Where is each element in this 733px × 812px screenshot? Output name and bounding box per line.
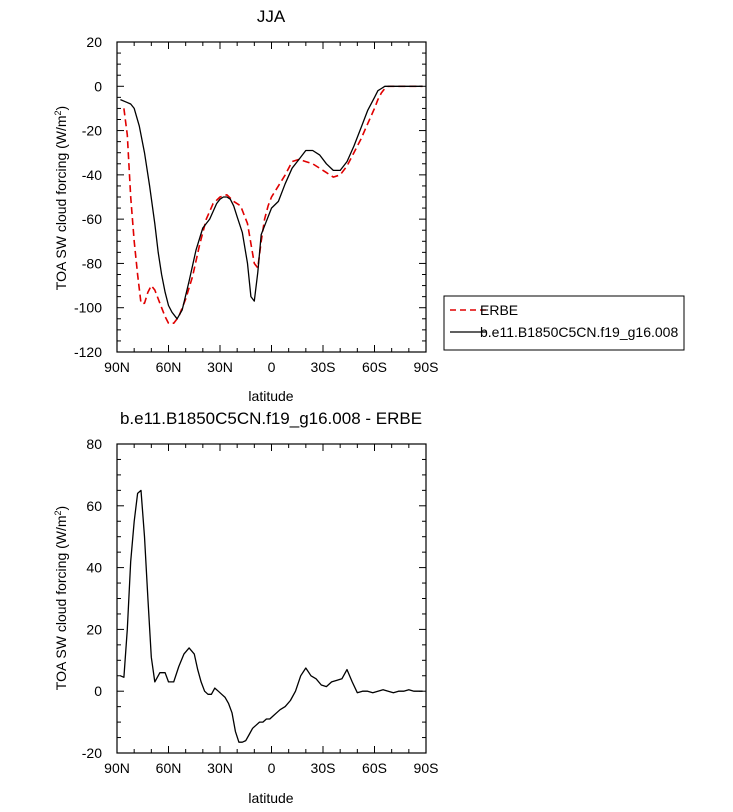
top-series-line-1 bbox=[120, 85, 423, 320]
bottom-y-tick-label: 20 bbox=[86, 621, 102, 637]
top-chart-legend: ERBE b.e11.B1850C5CN.f19_g16.008 bbox=[443, 295, 685, 351]
legend-label-erbe: ERBE bbox=[480, 302, 518, 318]
bottom-chart-x-axis-label: latitude bbox=[248, 790, 293, 806]
top-x-tick-label: 30S bbox=[311, 359, 336, 375]
bottom-y-tick-label: 80 bbox=[86, 436, 102, 452]
bottom-x-tick-label: 90S bbox=[414, 760, 439, 776]
bottom-series-line-0 bbox=[120, 489, 423, 743]
top-chart: JJA 90N 60N 30N 0 30S 60S 90S 20 0 -20 -40 -60 -80 -1… bbox=[53, 7, 685, 404]
top-y-tick-label: -60 bbox=[82, 211, 102, 227]
bottom-y-tick-label: 0 bbox=[94, 683, 102, 699]
top-y-tick-label: 0 bbox=[94, 78, 102, 94]
top-chart-x-axis-label: latitude bbox=[248, 388, 293, 404]
legend-box bbox=[443, 295, 685, 351]
bottom-chart-y-axis-label: TOA SW cloud forcing (W/m2) bbox=[53, 506, 69, 690]
top-x-tick-label: 60S bbox=[362, 359, 387, 375]
top-x-tick-label: 30N bbox=[207, 359, 233, 375]
top-series-line-0 bbox=[123, 85, 423, 325]
bottom-chart-frame bbox=[116, 443, 427, 754]
bottom-y-tick-label: 60 bbox=[86, 498, 102, 514]
bottom-x-tick-label: 60S bbox=[362, 760, 387, 776]
bottom-y-tick-label: 40 bbox=[86, 560, 102, 576]
top-x-tick-label: 90S bbox=[414, 359, 439, 375]
bottom-chart-plot-area: 90N 60N 30N 0 30S 60S 90S 80 60 40 20 0 -20 bbox=[82, 436, 439, 776]
top-chart-title: JJA bbox=[257, 7, 286, 26]
top-y-tick-label: 20 bbox=[86, 34, 102, 50]
top-y-tick-label: -100 bbox=[74, 300, 102, 316]
top-y-tick-label: -120 bbox=[74, 344, 102, 360]
top-chart-y-axis-label: TOA SW cloud forcing (W/m2) bbox=[53, 106, 69, 290]
top-chart-plot-area: 90N 60N 30N 0 30S 60S 90S 20 0 -20 -40 -60 -80 -100 -1… bbox=[74, 34, 438, 375]
bottom-x-tick-label: 60N bbox=[156, 760, 182, 776]
bottom-chart: b.e11.B1850C5CN.f19_g16.008 - ERBE 90N 60… bbox=[53, 409, 438, 806]
bottom-x-tick-label: 30S bbox=[311, 760, 336, 776]
bottom-x-tick-label: 30N bbox=[207, 760, 233, 776]
top-y-tick-label: -40 bbox=[82, 167, 102, 183]
bottom-x-tick-label: 90N bbox=[104, 760, 130, 776]
top-y-tick-label: -80 bbox=[82, 255, 102, 271]
bottom-chart-title: b.e11.B1850C5CN.f19_g16.008 - ERBE bbox=[120, 409, 422, 428]
top-x-tick-label: 90N bbox=[104, 359, 130, 375]
bottom-x-tick-label: 0 bbox=[268, 760, 276, 776]
bottom-y-tick-label: -20 bbox=[82, 745, 102, 761]
top-y-tick-label: -20 bbox=[82, 123, 102, 139]
top-x-tick-label: 0 bbox=[268, 359, 276, 375]
legend-label-model: b.e11.B1850C5CN.f19_g16.008 bbox=[480, 324, 678, 340]
top-x-tick-label: 60N bbox=[156, 359, 182, 375]
